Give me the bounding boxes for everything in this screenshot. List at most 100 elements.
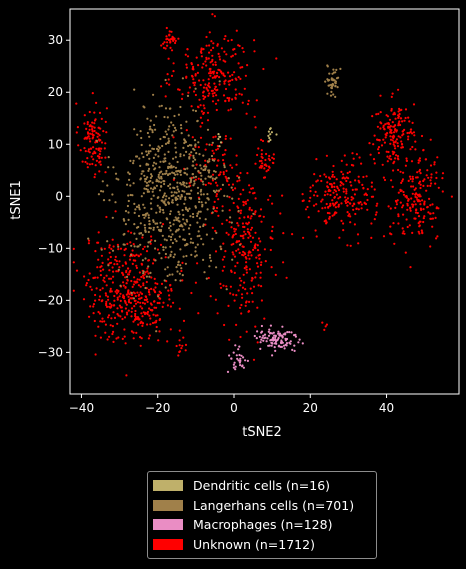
scatter-point: [105, 302, 108, 305]
scatter-point: [205, 233, 208, 236]
x-tick-label: −20: [145, 401, 170, 415]
scatter-point: [391, 150, 394, 153]
scatter-point: [168, 165, 171, 169]
scatter-point: [157, 180, 161, 183]
scatter-point: [230, 243, 233, 246]
legend-item-dendritic: Dendritic cells (n=16): [153, 476, 376, 496]
scatter-point: [101, 261, 104, 264]
scatter-point: [353, 203, 356, 206]
scatter-point: [131, 293, 134, 296]
scatter-point: [108, 199, 111, 202]
scatter-point: [397, 215, 400, 218]
scatter-point: [141, 324, 144, 327]
scatter-point: [246, 292, 249, 295]
scatter-point: [269, 236, 272, 239]
scatter-point: [147, 241, 150, 244]
scatter-point: [154, 247, 157, 250]
scatter-point: [429, 204, 432, 207]
scatter-point: [218, 58, 222, 61]
scatter-point: [184, 262, 187, 265]
scatter-point: [213, 15, 216, 18]
scatter-point: [324, 206, 327, 209]
scatter-point: [345, 179, 348, 183]
scatter-point: [199, 225, 202, 228]
scatter-point: [348, 202, 351, 205]
scatter-point: [271, 237, 274, 240]
scatter-point: [382, 124, 385, 127]
scatter-point: [151, 131, 154, 134]
scatter-point: [411, 192, 414, 195]
scatter-point: [179, 248, 182, 251]
scatter-point: [234, 97, 237, 100]
scatter-point: [185, 120, 188, 123]
scatter-point: [332, 191, 335, 194]
scatter-point: [184, 244, 187, 247]
scatter-point: [152, 156, 155, 159]
scatter-point: [348, 213, 351, 216]
scatter-point: [99, 320, 102, 323]
scatter-point: [319, 174, 322, 178]
scatter-point: [184, 140, 187, 144]
scatter-point: [399, 201, 402, 204]
scatter-point: [152, 288, 155, 291]
scatter-point: [114, 258, 117, 261]
scatter-point: [419, 203, 422, 206]
scatter-point: [147, 272, 150, 275]
scatter-point: [422, 179, 425, 183]
scatter-point: [398, 120, 401, 123]
scatter-point: [410, 185, 413, 188]
scatter-point: [184, 206, 187, 209]
scatter-point: [129, 159, 132, 162]
scatter-point: [201, 121, 204, 125]
scatter-point: [178, 272, 181, 275]
scatter-point: [170, 191, 173, 194]
scatter-point: [130, 231, 133, 234]
scatter-point: [143, 106, 146, 109]
scatter-point: [246, 228, 249, 231]
scatter-point: [224, 87, 228, 91]
scatter-point: [185, 254, 188, 258]
scatter-point: [85, 284, 88, 287]
scatter-point: [242, 366, 245, 369]
scatter-point: [431, 217, 434, 220]
scatter-point: [369, 153, 372, 156]
scatter-point: [168, 107, 171, 110]
scatter-point: [148, 334, 151, 337]
scatter-point: [113, 299, 116, 302]
scatter-point: [134, 208, 137, 211]
scatter-point: [357, 179, 360, 182]
scatter-point: [264, 158, 267, 162]
scatter-point: [306, 205, 309, 209]
scatter-point: [410, 197, 413, 200]
scatter-point: [92, 276, 95, 280]
scatter-point: [160, 185, 163, 188]
scatter-point: [158, 105, 161, 108]
scatter-point: [170, 289, 173, 292]
scatter-point: [133, 232, 136, 235]
scatter-point: [190, 237, 193, 240]
scatter-point: [187, 91, 190, 94]
scatter-point: [260, 324, 263, 328]
scatter-point: [196, 192, 200, 195]
scatter-point: [241, 66, 244, 69]
scatter-point: [242, 188, 245, 191]
scatter-point: [264, 163, 267, 166]
scatter-point: [229, 137, 232, 140]
scatter-point: [252, 212, 255, 215]
scatter-point: [177, 260, 180, 263]
scatter-point: [86, 162, 89, 165]
scatter-point: [393, 111, 396, 114]
scatter-point: [183, 238, 187, 241]
scatter-point: [399, 170, 402, 173]
scatter-point: [96, 135, 99, 138]
scatter-point: [197, 312, 200, 315]
scatter-point: [128, 298, 131, 301]
scatter-point: [239, 77, 242, 80]
scatter-point: [86, 166, 89, 169]
scatter-point: [163, 115, 166, 119]
scatter-point: [149, 128, 152, 131]
scatter-point: [189, 178, 193, 181]
scatter-point: [198, 98, 201, 101]
scatter-point: [139, 130, 142, 133]
scatter-point: [192, 78, 195, 81]
